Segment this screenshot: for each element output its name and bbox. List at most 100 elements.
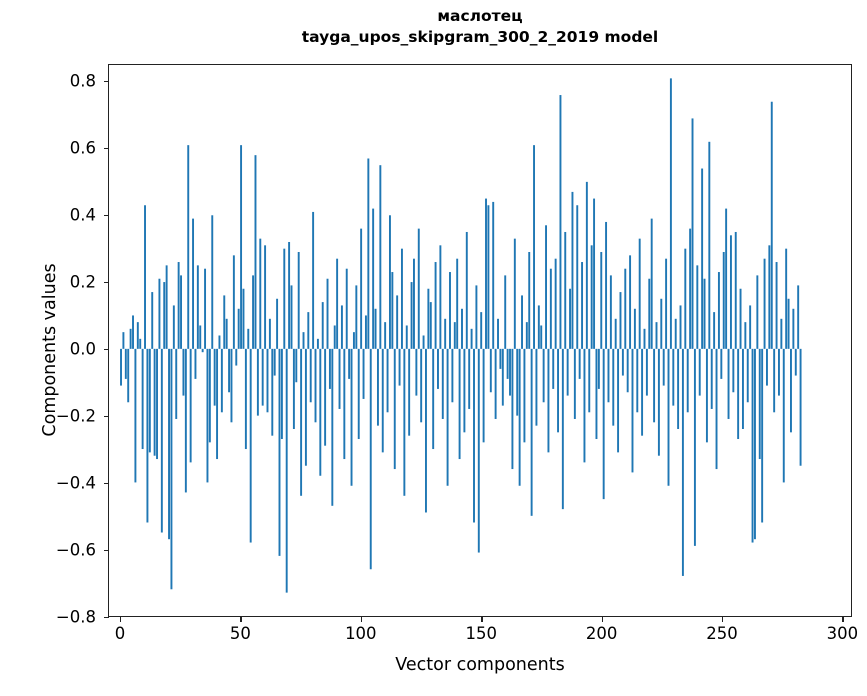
bar: [725, 208, 728, 349]
bar: [470, 328, 473, 349]
bar: [132, 315, 134, 349]
bar: [638, 238, 641, 349]
bar: [199, 325, 202, 349]
bar: [391, 272, 394, 349]
y-tick-mark: [104, 617, 109, 619]
bar: [780, 318, 783, 349]
bar-series: [120, 78, 802, 593]
bar: [290, 285, 293, 349]
bar: [384, 322, 387, 349]
bar: [316, 338, 319, 349]
bar: [172, 305, 175, 349]
bar: [708, 141, 711, 349]
bar: [388, 215, 391, 349]
bar: [533, 145, 535, 349]
bar: [569, 288, 572, 349]
bar: [336, 258, 339, 349]
bar: [307, 312, 310, 349]
bar: [405, 325, 408, 349]
bar: [797, 285, 800, 349]
bar: [372, 208, 375, 349]
bar: [482, 348, 485, 443]
bar: [537, 305, 540, 349]
x-tick-mark: [481, 617, 483, 622]
bar: [369, 348, 372, 570]
bar: [679, 305, 682, 349]
bar: [509, 348, 511, 396]
bar: [686, 348, 689, 413]
bar: [530, 348, 533, 516]
bar: [667, 348, 670, 486]
bar: [554, 258, 557, 349]
bar: [278, 348, 281, 556]
bar: [741, 348, 744, 429]
bar: [328, 348, 331, 389]
bar: [182, 348, 185, 396]
bar: [268, 318, 271, 349]
bar: [753, 348, 756, 540]
bar: [787, 298, 790, 349]
bar: [249, 348, 252, 543]
bar: [208, 348, 211, 443]
bar: [631, 348, 634, 473]
x-tick-mark: [601, 617, 603, 622]
chart-title-line2: tayga_upos_skipgram_300_2_2019 model: [301, 27, 659, 46]
y-tick-mark: [104, 549, 109, 552]
bar: [415, 348, 418, 396]
chart-title: маслотец tayga_upos_skipgram_300_2_2019 …: [108, 6, 852, 47]
bar: [746, 348, 749, 403]
bar: [732, 348, 735, 393]
bar: [355, 285, 358, 349]
bar: [211, 215, 214, 349]
bar: [727, 348, 730, 419]
bar: [777, 348, 780, 396]
bar: [141, 348, 144, 450]
bar: [619, 292, 622, 349]
bar: [535, 348, 538, 426]
bar: [146, 348, 149, 523]
y-tick-label: −0.6: [55, 540, 96, 560]
bar: [244, 348, 247, 450]
bar: [196, 265, 199, 349]
bar: [499, 348, 502, 369]
bar: [280, 348, 283, 440]
bar: [525, 322, 528, 349]
bar: [381, 348, 384, 453]
bar: [156, 348, 158, 460]
bar: [547, 348, 550, 453]
bar: [691, 118, 694, 349]
bar: [506, 348, 509, 379]
bar: [641, 348, 644, 436]
bar: [602, 348, 605, 500]
bar: [655, 322, 658, 349]
bar: [129, 328, 132, 349]
bar: [331, 348, 334, 506]
y-tick-label: 0.4: [69, 205, 96, 225]
bar: [367, 158, 370, 349]
y-tick-mark: [104, 415, 109, 418]
bar: [573, 348, 576, 419]
bar: [713, 312, 716, 349]
bar: [492, 201, 495, 349]
bar: [585, 181, 588, 349]
bar: [605, 221, 608, 349]
bar: [669, 78, 672, 349]
bar: [295, 348, 298, 383]
bar: [477, 348, 480, 553]
bar: [276, 298, 279, 349]
bar: [689, 228, 692, 349]
x-tick-mark: [721, 617, 724, 622]
bar: [321, 302, 324, 349]
x-tick-label: 300: [826, 624, 859, 643]
bar: [633, 308, 636, 349]
bar: [410, 282, 413, 349]
bar: [413, 258, 415, 349]
bar: [444, 318, 447, 349]
bar: [583, 348, 586, 463]
bar: [720, 348, 723, 379]
x-tick-label: 50: [229, 624, 251, 643]
y-tick-mark: [104, 214, 109, 217]
bar: [626, 348, 629, 393]
bar: [648, 278, 651, 349]
